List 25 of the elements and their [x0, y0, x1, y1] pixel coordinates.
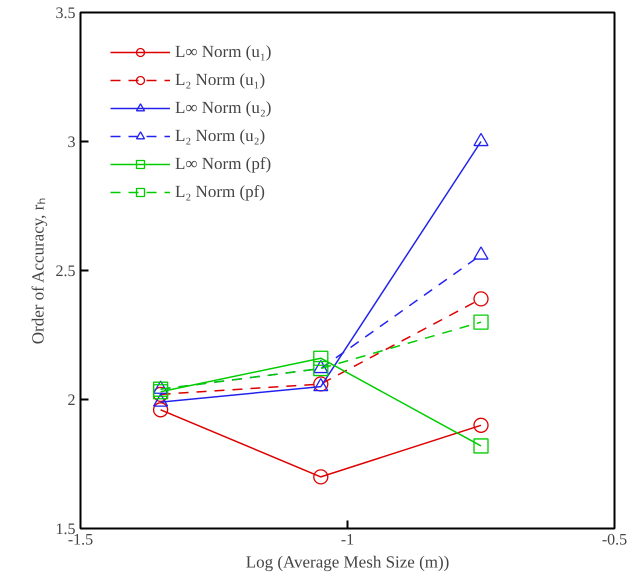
y-axis-title: Order of Accuracy, rₕ — [28, 198, 48, 344]
point — [473, 314, 489, 330]
legend-label: L₂ Norm (pf) — [175, 182, 265, 202]
y-tick-label: 3 — [68, 134, 76, 151]
y-tick-label: 3.5 — [56, 5, 76, 22]
point — [473, 291, 489, 307]
y-tick-label: 1.5 — [56, 521, 76, 538]
legend-label: L∞ Norm (u₂) — [175, 98, 272, 118]
legend-label: L₂ Norm (u₁) — [175, 70, 266, 90]
y-tick-label: 2 — [68, 392, 76, 409]
point — [313, 350, 328, 366]
legend-label: L₂ Norm (u₂) — [175, 126, 266, 146]
point — [152, 402, 168, 418]
point — [473, 438, 489, 454]
point — [473, 132, 489, 146]
point — [473, 418, 489, 433]
point — [313, 360, 328, 376]
y-tick-label: 2.5 — [56, 263, 76, 280]
x-axis-title: Log (Average Mesh Size (m)) — [246, 552, 450, 572]
x-tick-label: -0.5 — [602, 532, 628, 548]
point — [313, 469, 328, 485]
point — [473, 246, 489, 260]
x-tick-label: -1 — [340, 532, 354, 548]
legend-label: L∞ Norm (pf) — [175, 154, 272, 174]
legend-label: L∞ Norm (u₁) — [175, 42, 272, 62]
